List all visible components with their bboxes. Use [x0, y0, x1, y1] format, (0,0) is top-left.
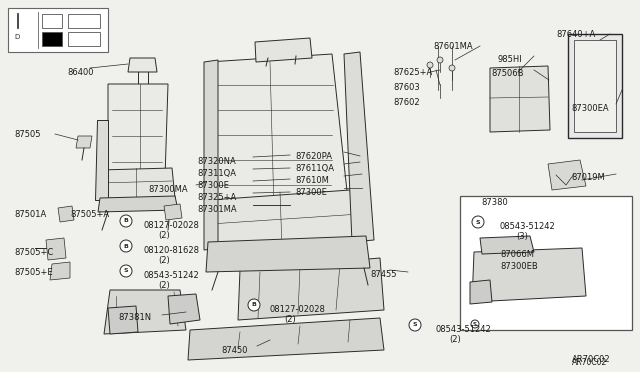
Polygon shape — [208, 54, 348, 210]
Polygon shape — [568, 34, 622, 138]
Text: 08543-51242: 08543-51242 — [500, 222, 556, 231]
Polygon shape — [574, 40, 616, 132]
Text: 985HI: 985HI — [497, 55, 522, 64]
Polygon shape — [490, 66, 550, 132]
Polygon shape — [95, 120, 108, 200]
Text: (2): (2) — [449, 335, 461, 344]
Text: (2): (2) — [158, 231, 170, 240]
Text: B: B — [124, 244, 129, 248]
Text: D: D — [14, 34, 19, 40]
Polygon shape — [548, 160, 586, 190]
Polygon shape — [108, 306, 138, 334]
Text: 87450: 87450 — [221, 346, 248, 355]
Polygon shape — [108, 84, 168, 180]
Text: 87325+A: 87325+A — [197, 193, 236, 202]
Polygon shape — [164, 204, 182, 220]
Text: 87505+A: 87505+A — [70, 210, 109, 219]
Text: 08543-51242: 08543-51242 — [144, 271, 200, 280]
Text: (2): (2) — [158, 256, 170, 265]
Text: S: S — [413, 323, 417, 327]
Text: 87620PA: 87620PA — [295, 152, 332, 161]
Polygon shape — [204, 60, 218, 250]
Text: 87380: 87380 — [481, 198, 508, 207]
Text: 87505+C: 87505+C — [14, 248, 53, 257]
Bar — [68, 32, 100, 46]
Circle shape — [248, 299, 260, 311]
Text: 87300E: 87300E — [197, 181, 229, 190]
Polygon shape — [470, 280, 492, 304]
Circle shape — [427, 62, 433, 68]
Text: AR70C02: AR70C02 — [572, 358, 607, 367]
Circle shape — [120, 240, 132, 252]
Text: 87501A: 87501A — [14, 210, 46, 219]
Text: S: S — [476, 219, 480, 224]
Circle shape — [471, 320, 479, 328]
Text: 87300EA: 87300EA — [571, 104, 609, 113]
Polygon shape — [255, 38, 312, 62]
Text: 87640+A: 87640+A — [556, 30, 595, 39]
Bar — [68, 14, 100, 28]
Text: 08543-51242: 08543-51242 — [435, 325, 491, 334]
Polygon shape — [480, 236, 534, 254]
Polygon shape — [58, 206, 74, 222]
Bar — [42, 32, 62, 46]
Text: 87300MA: 87300MA — [148, 185, 188, 194]
Text: S: S — [124, 269, 128, 273]
Text: B: B — [252, 302, 257, 308]
Polygon shape — [206, 236, 370, 272]
Text: 87320NA: 87320NA — [197, 157, 236, 166]
Polygon shape — [128, 58, 157, 72]
Text: B: B — [124, 218, 129, 224]
Text: 87601MA: 87601MA — [433, 42, 472, 51]
Polygon shape — [104, 290, 186, 334]
Text: 87066M: 87066M — [500, 250, 534, 259]
Text: 87019M: 87019M — [571, 173, 605, 182]
Bar — [460, 196, 632, 330]
Polygon shape — [344, 52, 374, 242]
Polygon shape — [208, 190, 362, 248]
Text: 87505: 87505 — [14, 130, 40, 139]
Polygon shape — [472, 248, 586, 302]
Text: 08120-81628: 08120-81628 — [144, 246, 200, 255]
Text: 87506B: 87506B — [491, 69, 524, 78]
Circle shape — [120, 265, 132, 277]
Text: 87610M: 87610M — [295, 176, 329, 185]
Text: S: S — [473, 321, 477, 327]
Polygon shape — [97, 168, 175, 200]
Polygon shape — [50, 262, 70, 280]
Circle shape — [120, 215, 132, 227]
Text: (2): (2) — [284, 315, 296, 324]
Bar — [42, 14, 62, 28]
Text: 87381N: 87381N — [118, 313, 151, 322]
Text: 87602: 87602 — [393, 98, 420, 107]
Polygon shape — [188, 318, 384, 360]
Circle shape — [437, 57, 443, 63]
Text: 87505+E: 87505+E — [14, 268, 52, 277]
Circle shape — [472, 216, 484, 228]
Text: 87300E: 87300E — [295, 188, 327, 197]
Text: AR70C02: AR70C02 — [572, 355, 611, 364]
Circle shape — [449, 65, 455, 71]
Text: (2): (2) — [158, 281, 170, 290]
Polygon shape — [168, 294, 200, 324]
Text: 08127-02028: 08127-02028 — [144, 221, 200, 230]
Circle shape — [409, 319, 421, 331]
Text: 87300EB: 87300EB — [500, 262, 538, 271]
Text: 08127-02028: 08127-02028 — [270, 305, 326, 314]
Polygon shape — [238, 258, 384, 320]
Text: 87603: 87603 — [393, 83, 420, 92]
Text: (3): (3) — [516, 232, 528, 241]
Text: 87311QA: 87311QA — [197, 169, 236, 178]
Polygon shape — [76, 136, 92, 148]
Bar — [8, 8, 108, 52]
Polygon shape — [98, 196, 178, 212]
Text: 86400: 86400 — [67, 68, 93, 77]
Text: 87611QA: 87611QA — [295, 164, 334, 173]
Text: 87301MA: 87301MA — [197, 205, 237, 214]
Polygon shape — [46, 238, 66, 260]
Text: 87625+A: 87625+A — [393, 68, 432, 77]
Text: 87455: 87455 — [370, 270, 397, 279]
